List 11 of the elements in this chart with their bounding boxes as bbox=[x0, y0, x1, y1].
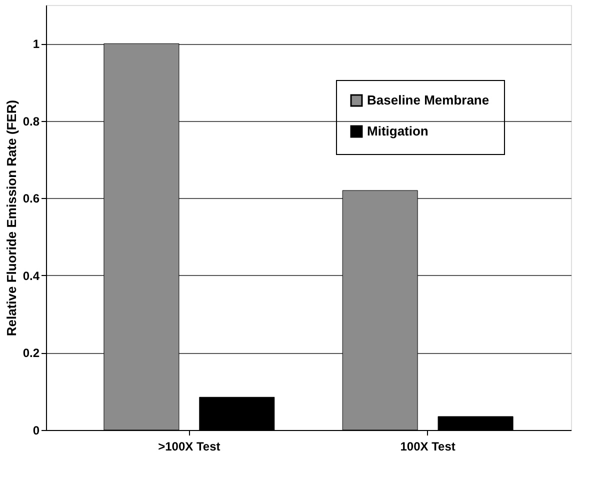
y-tick-label: 1 bbox=[32, 37, 40, 52]
y-tick-label: 0 bbox=[32, 424, 40, 438]
y-tick-label: 0.8 bbox=[22, 114, 40, 128]
y-axis-title: Relative Fluoride Emission Rate (FER) bbox=[4, 100, 19, 336]
legend-label: Mitigation bbox=[367, 124, 428, 138]
y-tick-label: 0.2 bbox=[22, 346, 40, 360]
y-tick-label: 0.4 bbox=[22, 268, 40, 283]
legend-label: Baseline Membrane bbox=[367, 92, 490, 108]
y-tick-label: 0.6 bbox=[22, 192, 40, 206]
x-tick-label: 100X Test bbox=[400, 440, 456, 454]
x-tick-label: >100X Test bbox=[158, 440, 220, 454]
